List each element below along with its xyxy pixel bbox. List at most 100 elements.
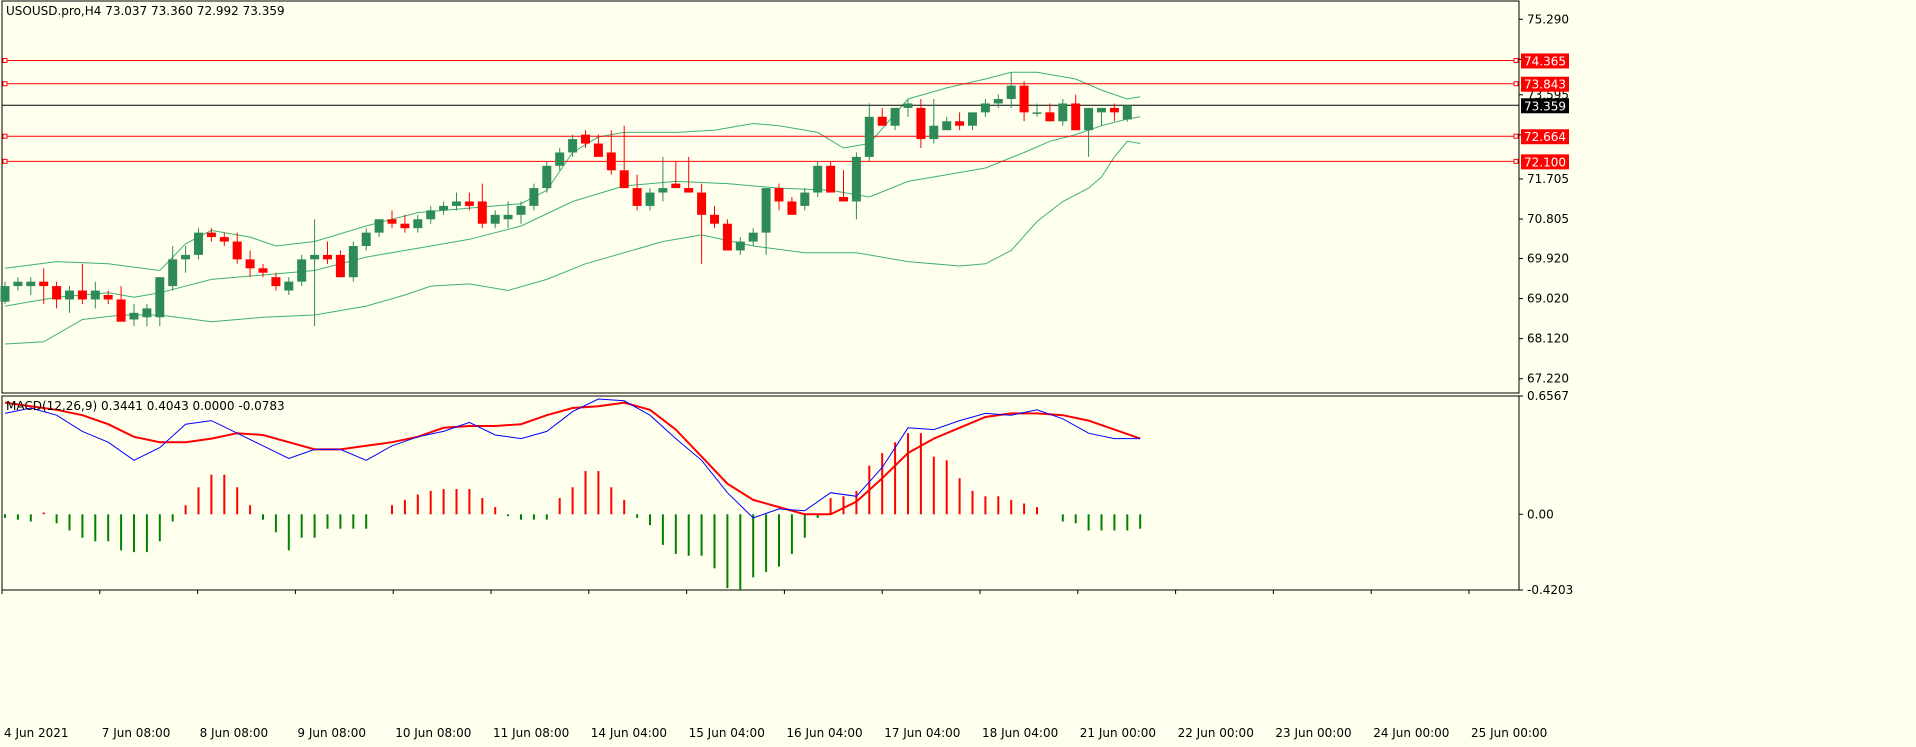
level-labels: 74.365 73.843 73.359 72.664 72.100 [1521,53,1569,170]
candle-bull [800,192,810,206]
price-tick-label: 67.220 [1527,372,1569,386]
candle-bear [684,188,694,193]
candle-bear [77,290,87,300]
candle-bull [284,281,294,291]
candle-bear [826,165,836,193]
level-label-box [1521,76,1569,92]
candle-bull [968,112,977,126]
candle-bear [1071,103,1081,131]
time-tick-label: 4 Jun 2021 [4,726,69,740]
level-label-box [1521,53,1569,69]
candle-bear [955,121,965,126]
candle-bull [65,290,74,300]
candle-bull [645,192,655,206]
macd-panel[interactable] [1,395,1520,591]
candle-bull [813,165,823,193]
candle-bull [297,259,307,282]
candle-bear [400,223,410,229]
level-anchor-right [1513,158,1519,164]
time-tick-label: 24 Jun 00:00 [1373,726,1449,740]
candle-bull [851,156,861,202]
level-anchor-right [1513,57,1519,63]
candle-bull [348,246,358,278]
candle-bull [90,290,100,300]
candle-bull [194,232,203,255]
time-tick-label: 8 Jun 08:00 [200,726,269,740]
candle-bull [1084,107,1094,131]
time-tick-label: 16 Jun 04:00 [786,726,862,740]
macd-tick-label: 0.6567 [1527,389,1569,403]
level-label-72.100: 72.100 [1524,155,1566,169]
macd-tick-label: 0.00 [1527,507,1554,521]
candle-bull [1058,103,1068,122]
level-label-73.359: 73.359 [1524,99,1566,113]
level-anchor-left [2,133,8,139]
candle-bear [710,214,719,224]
candle-bear [581,134,590,144]
candle-bear [697,192,707,215]
level-label-73.843: 73.843 [1524,78,1566,92]
time-tick-label: 11 Jun 08:00 [493,726,569,740]
candle-bear [39,281,49,287]
candle-bull [452,201,461,206]
candle-bull [942,121,952,131]
time-tick-label: 22 Jun 00:00 [1178,726,1254,740]
price-tick-label: 69.020 [1527,292,1569,306]
macd-tick-label: -0.4203 [1527,583,1573,597]
candle-bear [245,259,255,269]
price-tick-label: 75.290 [1527,12,1569,26]
candle-bull [310,254,320,260]
candle-bull [142,308,152,318]
candle-bear [116,299,126,322]
bollinger-middle-line [4,116,1141,307]
macd-histogram [4,433,1142,590]
candle-bull [529,188,539,206]
candle-bear [619,170,629,189]
candle-bear [219,237,229,242]
time-tick-label: 23 Jun 00:00 [1275,726,1351,740]
time-axis: 4 Jun 2021 7 Jun 08:00 8 Jun 08:00 9 Jun 08… [1,590,1547,740]
level-anchor-left [2,57,8,63]
price-tick-label: 68.120 [1527,332,1569,346]
candle-bull [1006,85,1016,99]
candle-bull [13,281,23,287]
candle-bull [761,188,771,233]
candle-bull [490,214,500,224]
candle-bear [877,116,887,126]
candle-bear [1019,85,1029,113]
time-tick-label: 18 Jun 04:00 [982,726,1058,740]
candle-bear [464,201,474,206]
candle-bear [477,201,487,224]
bollinger-lower-line [4,140,1141,345]
level-label-74.365: 74.365 [1524,54,1566,68]
time-tick-label: 21 Jun 00:00 [1080,726,1156,740]
price-tick-label: 69.920 [1527,251,1569,265]
candle-bear [232,241,242,260]
candle-bull [735,241,745,251]
candle-bull [658,188,668,193]
macd-main-line [4,398,1141,519]
price-tick-label: 71.705 [1527,172,1569,186]
price-panel[interactable] [1,0,1520,394]
level-label-box [1521,98,1569,114]
candle-bear [1109,107,1119,113]
time-tick-label: 15 Jun 04:00 [689,726,765,740]
candle-bear [52,286,62,300]
candle-bear [774,188,784,202]
candle-bull [129,312,139,320]
candle-bull [413,219,423,229]
candle-bear [103,295,113,300]
candle-bull [555,152,565,166]
candle-bear [323,254,332,260]
level-lines[interactable] [2,57,1519,164]
candle-bull [439,205,449,211]
macd-lines [4,398,1141,519]
candle-bull [864,116,874,157]
candle-bull [374,219,384,233]
candle-bull [1122,105,1132,120]
candle-bull [542,165,552,189]
candle-bull [1097,107,1106,113]
macd-axis: 0.6567 0.00 -0.4203 [1519,389,1573,597]
candle-bull [361,232,371,246]
